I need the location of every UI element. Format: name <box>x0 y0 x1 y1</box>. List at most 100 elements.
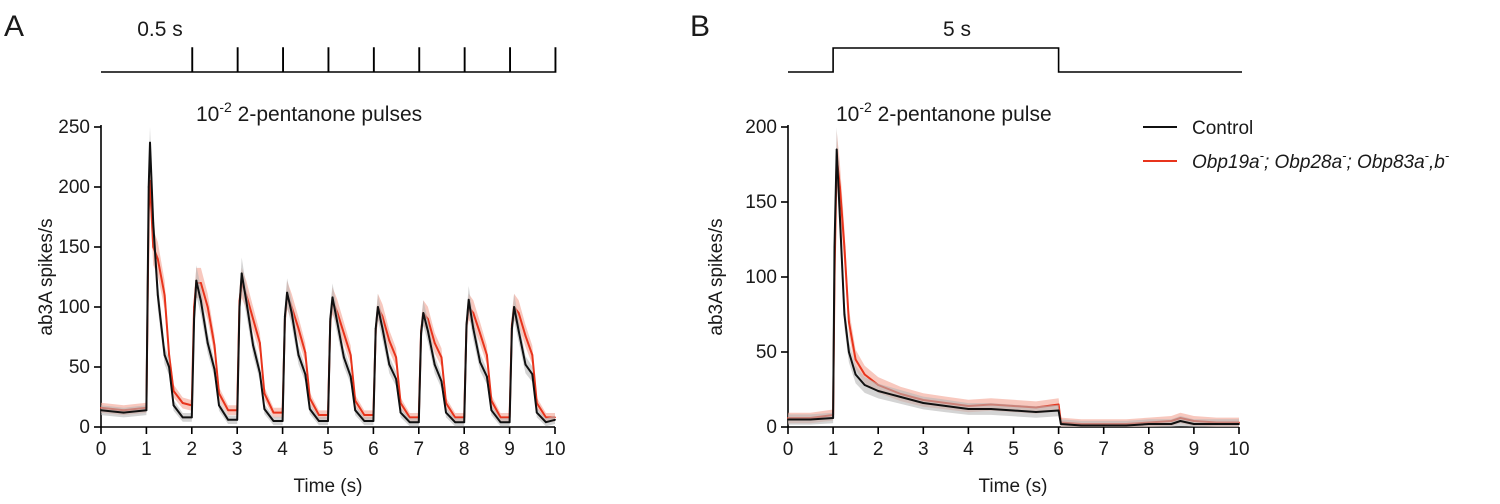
y-axis-title: ab3A spikes/s <box>36 218 57 335</box>
data-point-mutant <box>168 354 171 356</box>
data-point-control <box>199 300 202 302</box>
data-point-mutant <box>297 327 300 330</box>
data-point-control <box>213 368 216 371</box>
y-axis-title: ab3A spikes/s <box>706 218 727 335</box>
data-point-control <box>308 408 311 410</box>
data-point-control <box>787 418 789 421</box>
data-point-control <box>329 318 332 320</box>
data-point-control <box>531 373 534 376</box>
data-point-control <box>304 373 307 376</box>
data-point-control <box>363 420 366 422</box>
data-point-control <box>283 315 286 318</box>
data-point-control <box>1012 409 1015 412</box>
y-tick-label: 100 <box>745 267 777 288</box>
x-tick-label: 4 <box>277 439 288 460</box>
stimulus-trace <box>788 47 1242 73</box>
data-point-control <box>417 421 420 424</box>
data-point-control <box>100 409 102 412</box>
data-point-mutant <box>272 411 275 414</box>
legend-control-label: Control <box>1192 118 1253 139</box>
data-point-control <box>181 416 184 419</box>
data-point-control <box>445 411 447 414</box>
data-point-control <box>944 405 947 407</box>
y-tick-label: 150 <box>58 237 90 258</box>
data-point-control <box>1125 424 1128 427</box>
data-point-control <box>1193 423 1195 425</box>
x-tick-label: 6 <box>1053 439 1064 460</box>
data-point-control <box>499 421 502 424</box>
data-point-control <box>967 408 970 410</box>
stimulus-trace <box>101 47 557 73</box>
data-point-control <box>1215 423 1218 425</box>
x-tick-label: 5 <box>323 439 334 460</box>
data-point-control <box>1238 423 1240 425</box>
data-point-control <box>349 375 352 378</box>
data-point-control <box>259 372 261 374</box>
data-point-control <box>318 420 320 422</box>
data-point-control <box>399 411 402 414</box>
x-tick-label: 4 <box>963 439 974 460</box>
x-tick-label: 9 <box>1189 439 1200 460</box>
data-point-mutant <box>259 342 261 344</box>
data-point-control <box>227 418 230 421</box>
panel-letter-a: A <box>4 10 24 43</box>
x-tick-label: 0 <box>783 439 794 460</box>
data-point-control <box>163 354 166 356</box>
series-line-control <box>100 141 556 424</box>
data-point-control <box>145 409 148 412</box>
data-point-control <box>327 420 329 422</box>
data-point-mutant <box>156 258 159 260</box>
data-point-mutant <box>847 321 850 323</box>
data-point-control <box>190 416 193 419</box>
data-point-control <box>1059 423 1062 425</box>
data-point-mutant <box>318 414 320 416</box>
data-point-control <box>245 300 248 302</box>
data-point-control <box>465 324 468 326</box>
data-point-control <box>510 327 513 330</box>
data-point-mutant <box>342 332 345 335</box>
data-point-control <box>809 418 812 421</box>
data-point-control <box>467 298 470 301</box>
data-point-control <box>395 378 397 380</box>
data-point-mutant <box>395 356 397 359</box>
x-tick-label: 1 <box>141 439 152 460</box>
data-point-control <box>517 330 520 332</box>
data-point-control <box>240 272 243 275</box>
data-point-control <box>1102 424 1105 427</box>
data-point-control <box>854 373 857 376</box>
data-point-control <box>833 246 836 248</box>
x-tick-label: 10 <box>1228 439 1249 460</box>
data-point-mutant <box>524 334 527 337</box>
data-point-mutant <box>854 358 857 361</box>
y-tick-label: 50 <box>756 342 777 363</box>
data-point-control <box>479 361 481 364</box>
stimulus-duration-label: 5 s <box>943 18 971 41</box>
data-point-control <box>832 417 834 419</box>
data-point-control <box>440 380 443 383</box>
data-point-control <box>374 327 377 330</box>
data-point-control <box>1179 420 1182 422</box>
series-line-mutant <box>788 156 1239 425</box>
data-point-mutant <box>263 392 266 395</box>
data-point-control <box>238 306 241 308</box>
data-point-mutant <box>843 246 846 248</box>
data-point-control <box>377 306 379 308</box>
x-axis-title: Time (s) <box>294 476 363 497</box>
data-point-control <box>336 320 338 323</box>
data-point-mutant <box>304 351 307 354</box>
data-point-control <box>236 418 239 421</box>
y-tick-label: 200 <box>58 177 90 198</box>
y-tick-label: 150 <box>745 192 777 213</box>
x-tick-label: 10 <box>544 439 565 460</box>
data-point-control <box>263 408 266 410</box>
data-point-mutant <box>199 282 202 284</box>
x-tick-label: 2 <box>873 439 884 460</box>
data-point-control <box>843 313 846 316</box>
data-point-control <box>388 363 391 366</box>
data-point-control <box>554 418 556 421</box>
data-point-mutant <box>163 294 166 296</box>
panel-letter-b: B <box>690 10 710 43</box>
x-tick-label: 9 <box>504 439 515 460</box>
data-point-mutant <box>181 402 184 404</box>
x-tick-label: 2 <box>187 439 198 460</box>
